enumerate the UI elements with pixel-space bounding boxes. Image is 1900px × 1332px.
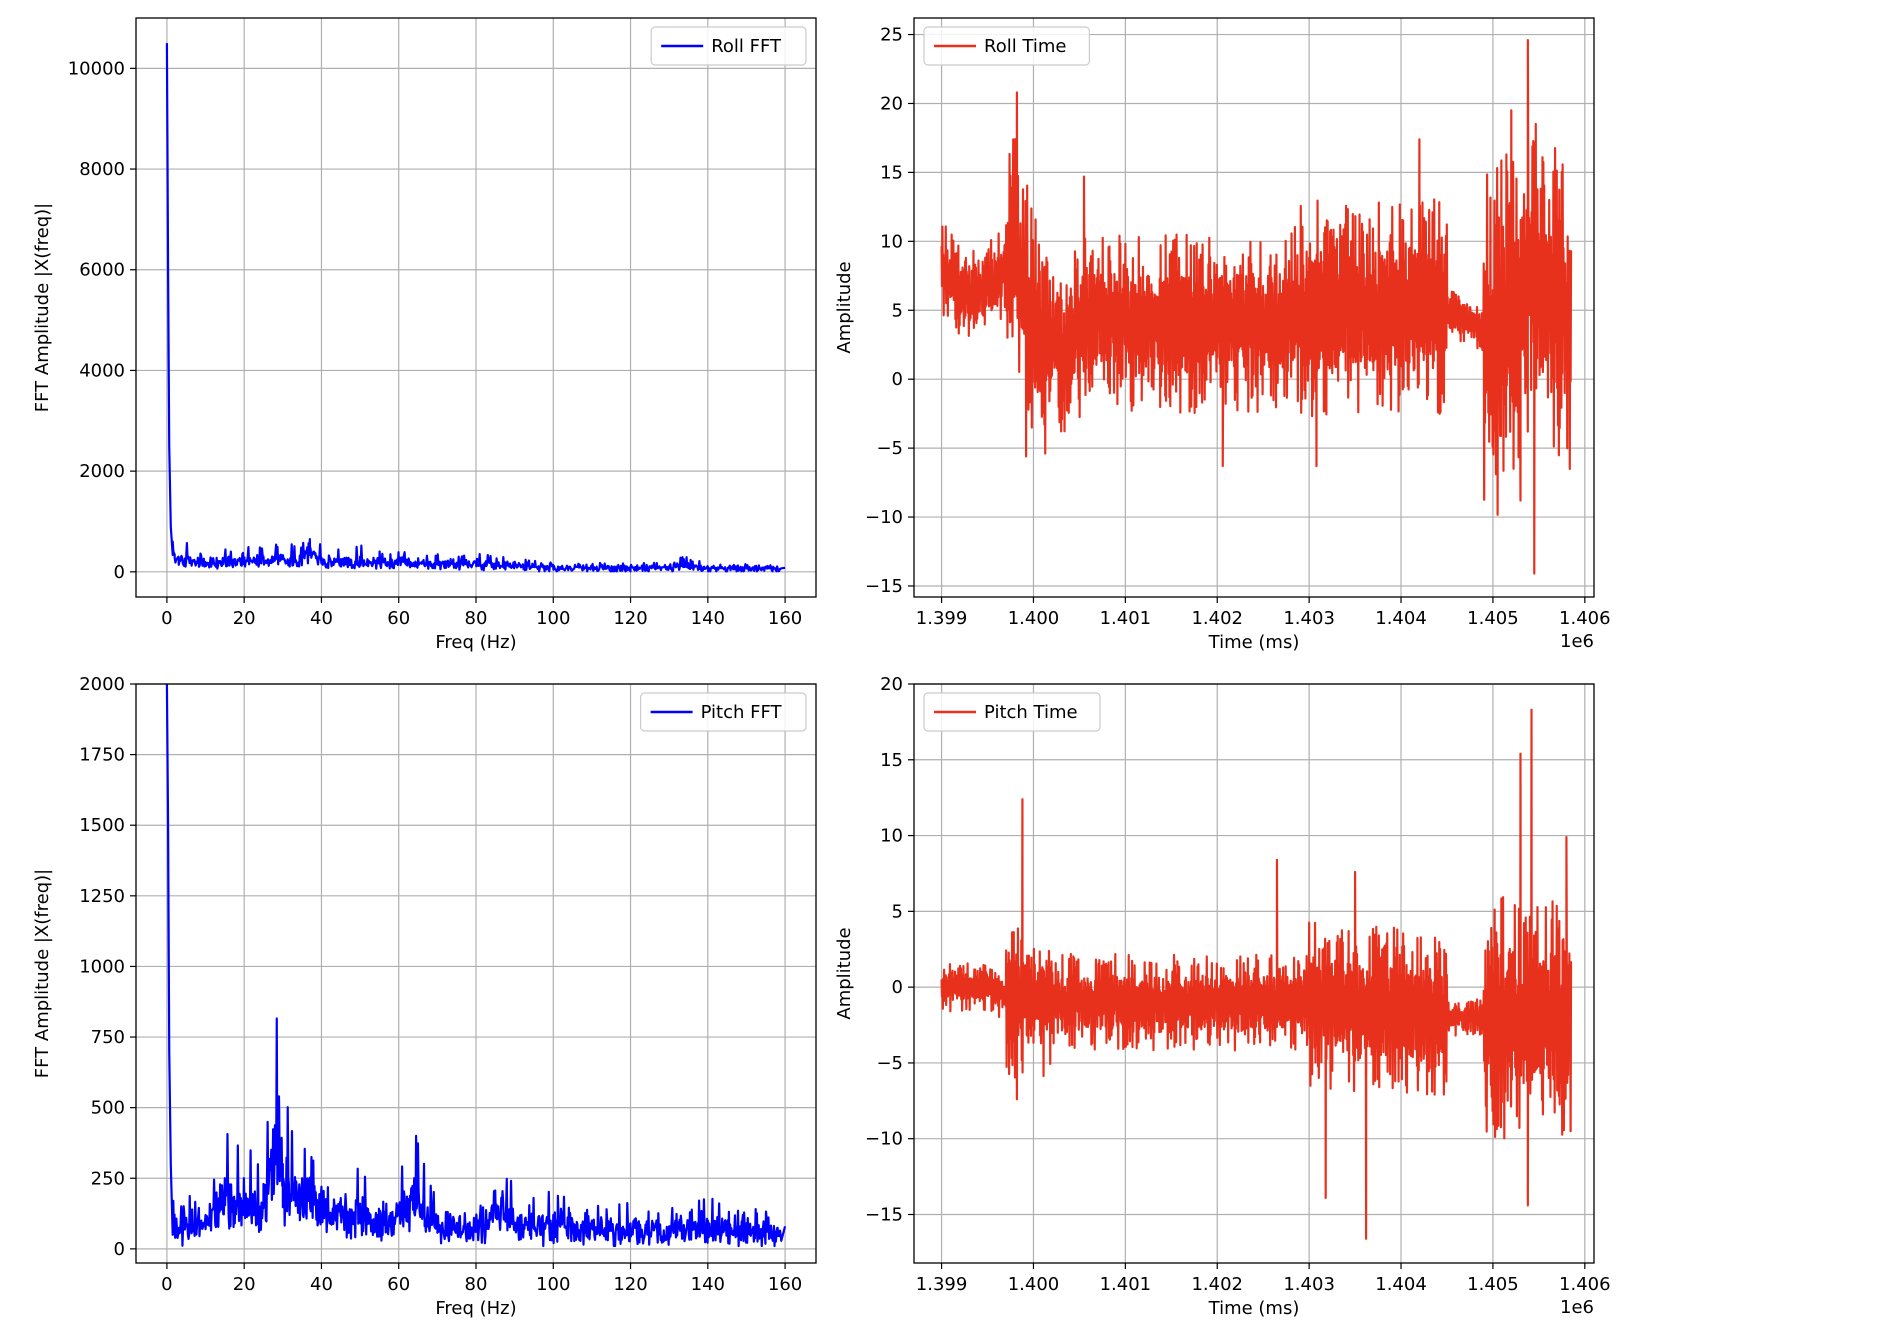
roll-time-legend-box [923, 26, 1090, 66]
roll-time-panel: 1.399 1.400 1.401 1.402 1.403 1.404 1.405 1.406… [834, 17, 1611, 653]
roll-time-xtick-label: 1.404 [1375, 608, 1427, 629]
roll-time-ytick-label: −15 [865, 576, 903, 597]
roll-fft-xtick-label: 120 [613, 608, 647, 629]
pitch-time-ytick-label: −15 [865, 1204, 903, 1225]
roll-fft-xtick-label: 140 [691, 608, 725, 629]
roll-fft-xtick-label: 80 [465, 608, 488, 629]
pitch-fft-xtick-label: 40 [310, 1274, 333, 1295]
roll-fft-ytick-label: 6000 [79, 260, 125, 281]
pitch-time-xtick-label: 1.401 [1100, 1274, 1152, 1295]
pitch-fft-ylabel: FFT Amplitude |X(freq)| [32, 869, 53, 1078]
roll-time-xtick-label: 1.399 [916, 608, 968, 629]
pitch-fft-xtick-label: 0 [161, 1274, 172, 1295]
pitch-time-ytick-label: 15 [880, 750, 903, 771]
pitch-time-legend: Pitch Time [923, 692, 1101, 732]
pitch-time-xtick-label: 1.402 [1191, 1274, 1243, 1295]
pitch-fft-xtick-label: 60 [387, 1274, 410, 1295]
roll-fft-ytick-label: 2000 [79, 461, 125, 482]
roll-fft-ytick-label: 8000 [79, 159, 125, 180]
pitch-time-panel: 1.399 1.400 1.401 1.402 1.403 1.404 1.405 1.406… [834, 674, 1611, 1319]
roll-fft-series-line [165, 43, 786, 573]
roll-fft-xtick-label: 0 [161, 608, 172, 629]
pitch-time-xtick-label: 1.399 [916, 1274, 968, 1295]
roll-fft-legend-label: Roll FFT [711, 36, 782, 57]
pitch-time-ytick-label: 20 [880, 674, 903, 695]
pitch-fft-ytick-label: 2000 [79, 674, 125, 695]
roll-fft-xtick-label: 160 [768, 608, 802, 629]
roll-fft-ytick-label: 0 [114, 562, 125, 583]
pitch-fft-xlabel: Freq (Hz) [435, 1298, 516, 1319]
roll-fft-ylabel: FFT Amplitude |X(freq)| [32, 203, 53, 412]
roll-time-ylabel: Amplitude [834, 261, 855, 353]
pitch-time-series-line [940, 708, 1573, 1240]
roll-time-plot-frame [913, 17, 1595, 598]
pitch-time-plot-frame [913, 683, 1595, 1264]
roll-time-ytick-label: 0 [892, 369, 903, 390]
pitch-time-ytick-label: 5 [892, 901, 903, 922]
roll-time-ytick-label: 20 [880, 93, 903, 114]
roll-time-legend: Roll Time [923, 26, 1090, 66]
roll-time-xtick-label: 1.405 [1467, 608, 1519, 629]
roll-time-ytick-label: 5 [892, 300, 903, 321]
pitch-time-ytick-label: −10 [865, 1129, 903, 1150]
pitch-fft-ytick-label: 0 [114, 1239, 125, 1260]
roll-time-ytick-label: 25 [880, 25, 903, 46]
pitch-fft-xtick-label: 160 [768, 1274, 802, 1295]
pitch-fft-ytick-label: 1250 [79, 886, 125, 907]
pitch-fft-ytick-label: 750 [91, 1027, 125, 1048]
roll-time-ytick-label: −5 [876, 438, 903, 459]
roll-time-ytick-label: 15 [880, 162, 903, 183]
pitch-fft-ytick-label: 250 [91, 1168, 125, 1189]
pitch-time-legend-label: Pitch Time [984, 702, 1078, 723]
roll-fft-ytick-label: 4000 [79, 360, 125, 381]
roll-fft-panel: 0 20 40 60 80 100 120 140 160 0 2000 4000 6000 8000 10… [32, 17, 817, 653]
pitch-fft-legend-label: Pitch FFT [701, 702, 783, 723]
pitch-time-offset-label: 1e6 [1560, 1297, 1594, 1318]
pitch-time-xtick-label: 1.405 [1467, 1274, 1519, 1295]
roll-time-legend-label: Roll Time [984, 36, 1067, 57]
pitch-fft-legend-box [639, 692, 807, 732]
roll-time-xlabel: Time (ms) [1208, 632, 1300, 653]
roll-time-xtick-label: 1.401 [1100, 608, 1152, 629]
roll-fft-xtick-label: 60 [387, 608, 410, 629]
roll-time-ytick-label: −10 [865, 507, 903, 528]
pitch-time-ytick-label: 0 [892, 977, 903, 998]
roll-fft-ytick-label: 10000 [68, 58, 125, 79]
pitch-fft-xtick-label: 120 [613, 1274, 647, 1295]
roll-fft-legend-box [650, 26, 807, 66]
roll-fft-xtick-label: 40 [310, 608, 333, 629]
pitch-fft-ytick-label: 500 [91, 1098, 125, 1119]
pitch-time-xtick-label: 1.400 [1008, 1274, 1060, 1295]
roll-time-offset-label: 1e6 [1560, 631, 1594, 652]
roll-fft-xlabel: Freq (Hz) [435, 632, 516, 653]
pitch-time-xtick-label: 1.404 [1375, 1274, 1427, 1295]
pitch-time-xtick-label: 1.406 [1559, 1274, 1611, 1295]
roll-time-xtick-label: 1.403 [1283, 608, 1335, 629]
pitch-fft-xtick-label: 80 [465, 1274, 488, 1295]
roll-fft-legend: Roll FFT [650, 26, 807, 66]
pitch-time-ytick-label: 10 [880, 826, 903, 847]
roll-time-xtick-label: 1.400 [1008, 608, 1060, 629]
roll-time-xtick-label: 1.402 [1191, 608, 1243, 629]
pitch-time-ylabel: Amplitude [834, 927, 855, 1019]
roll-fft-xtick-label: 100 [536, 608, 570, 629]
pitch-fft-ytick-label: 1750 [79, 745, 125, 766]
pitch-time-xtick-label: 1.403 [1283, 1274, 1335, 1295]
roll-time-series-line [940, 38, 1573, 575]
pitch-fft-xtick-label: 100 [536, 1274, 570, 1295]
pitch-fft-ytick-label: 1500 [79, 815, 125, 836]
pitch-time-ytick-label: −5 [876, 1053, 903, 1074]
roll-fft-xtick-label: 20 [233, 608, 256, 629]
pitch-fft-panel: 0 20 40 60 80 100 120 140 160 0 250 500 750 1000 1250 1… [32, 674, 817, 1319]
pitch-time-xlabel: Time (ms) [1208, 1298, 1300, 1319]
pitch-fft-ytick-label: 1000 [79, 956, 125, 977]
pitch-fft-xtick-label: 20 [233, 1274, 256, 1295]
pitch-fft-xtick-label: 140 [691, 1274, 725, 1295]
pitch-fft-legend: Pitch FFT [639, 692, 807, 732]
roll-time-xtick-label: 1.406 [1559, 608, 1611, 629]
pitch-fft-series-line [165, 684, 787, 1248]
roll-time-ytick-label: 10 [880, 231, 903, 252]
pitch-time-legend-box [923, 692, 1101, 732]
